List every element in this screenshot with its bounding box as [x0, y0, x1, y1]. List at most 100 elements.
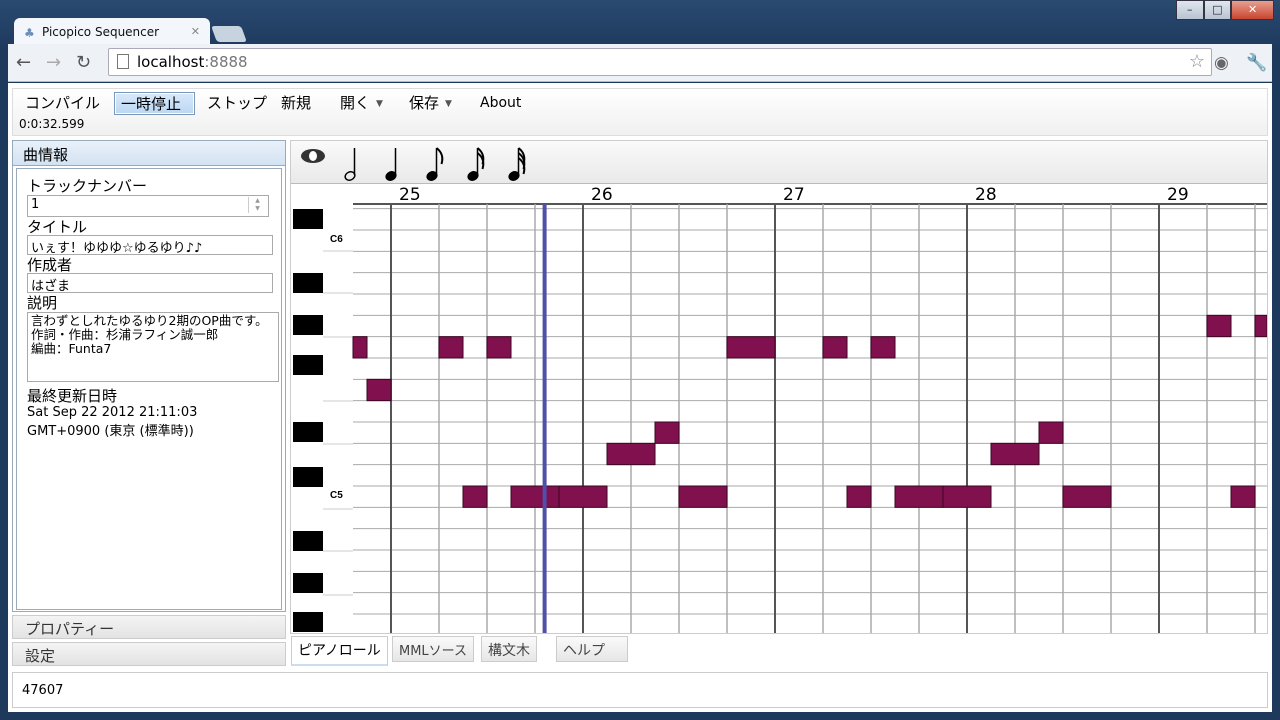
track-number-value: 1: [31, 197, 40, 212]
title-label: タイトル: [27, 218, 88, 236]
compile-button[interactable]: コンパイル: [25, 94, 101, 112]
song-info-form: トラックナンバー 1 ▲ ▼ タイトル いぇす！ゆゆゆ☆ゆるゆり♪♪ 作成者 はざま…: [16, 168, 282, 610]
note-G#5[interactable]: [1254, 314, 1267, 338]
piano-roll-panel: C6 C5 25 26 27 28 29: [290, 140, 1268, 634]
maximize-button[interactable]: □: [1203, 0, 1232, 20]
note-G5[interactable]: [438, 336, 464, 359]
author-field[interactable]: はざま: [27, 273, 273, 294]
note-G5[interactable]: [486, 336, 512, 359]
save-menu[interactable]: 保存 ▼: [403, 92, 458, 115]
keyboard: [293, 204, 353, 633]
note-C5[interactable]: [1062, 485, 1112, 508]
note-C5[interactable]: [942, 485, 992, 508]
black-key[interactable]: [293, 273, 323, 293]
black-key[interactable]: [293, 422, 323, 442]
track-number-label: トラックナンバー: [27, 177, 148, 195]
piano-roll[interactable]: C6 C5 25 26 27 28 29: [291, 184, 1267, 634]
status-bar: 47607: [12, 672, 1268, 708]
note-D#5[interactable]: [1038, 421, 1064, 444]
open-menu[interactable]: 開く ▼: [334, 92, 389, 115]
description-textarea[interactable]: 言わずとしれたゆるゆり2期のOP曲です。 作詞・作曲：杉浦ラフィン誠一郎 編曲：…: [27, 312, 279, 382]
stop-button[interactable]: ストップ: [207, 94, 268, 112]
window-controls: – □ ✕: [1176, 0, 1275, 20]
note-G5[interactable]: [726, 336, 776, 359]
track-number-field[interactable]: 1 ▲ ▼: [27, 195, 269, 217]
minimize-button[interactable]: –: [1176, 0, 1204, 20]
tab-title: Picopico Sequencer: [42, 25, 160, 39]
close-tab-icon[interactable]: ✕: [190, 25, 200, 38]
browser-toolbar: ← → ↻ localhost:8888 ☆ ◉ 🔧: [8, 44, 1272, 82]
half-note-icon[interactable]: [340, 145, 372, 183]
note-C5[interactable]: [462, 485, 488, 508]
playback-time: 0:0:32.599: [19, 117, 85, 131]
new-button[interactable]: 新規: [281, 94, 312, 112]
back-arrow-icon[interactable]: ←: [16, 52, 32, 73]
new-tab-button[interactable]: [211, 26, 247, 42]
properties-accordion[interactable]: プロパティー: [12, 615, 286, 639]
sixteenth-note-icon[interactable]: [463, 145, 495, 183]
song-info-header[interactable]: 曲情報: [13, 141, 285, 166]
note-length-toolbar: [291, 141, 1267, 184]
black-key[interactable]: [293, 315, 323, 335]
quarter-note-icon[interactable]: [381, 145, 413, 183]
close-window-button[interactable]: ✕: [1231, 0, 1275, 20]
chevron-down-icon: ▼: [376, 99, 383, 109]
key-label-C6: C6: [330, 234, 343, 245]
forward-arrow-icon[interactable]: →: [46, 52, 62, 73]
note-D#5[interactable]: [654, 421, 680, 444]
eighth-note-icon[interactable]: [422, 145, 454, 183]
spinner-arrows-icon[interactable]: ▲ ▼: [248, 197, 266, 213]
black-key[interactable]: [293, 612, 323, 632]
black-key[interactable]: [293, 573, 323, 593]
reload-icon[interactable]: ↻: [76, 52, 92, 73]
black-key[interactable]: [293, 467, 323, 487]
bar-number: 25: [399, 185, 421, 205]
note-C5[interactable]: [894, 485, 944, 508]
note-C5[interactable]: [678, 485, 728, 508]
browser-tab[interactable]: ♣ Picopico Sequencer ✕: [14, 18, 210, 48]
eye-icon[interactable]: ◉: [1214, 53, 1229, 73]
open-label: 開く: [340, 94, 371, 112]
address-bar[interactable]: localhost:8888 ☆: [108, 48, 1212, 76]
bar-number: 29: [1167, 185, 1189, 205]
tab-help[interactable]: ヘルプ: [556, 636, 628, 662]
thirty-second-note-icon[interactable]: [504, 145, 536, 183]
pause-button[interactable]: 一時停止: [114, 92, 195, 115]
note-G5[interactable]: [870, 336, 896, 359]
note-D5[interactable]: [606, 442, 656, 466]
page-icon: [117, 54, 129, 69]
window-titlebar: [0, 0, 1280, 48]
tab-syntax-tree[interactable]: 構文木: [481, 636, 537, 662]
about-button[interactable]: About: [480, 95, 522, 111]
favicon-icon: ♣: [24, 26, 35, 40]
updated-date: Sat Sep 22 2012 21:11:03: [27, 405, 198, 420]
black-key[interactable]: [293, 531, 323, 551]
wrench-icon[interactable]: 🔧: [1246, 53, 1268, 73]
note-G#5[interactable]: [1206, 314, 1232, 338]
star-icon[interactable]: ☆: [1188, 51, 1205, 72]
note-G5[interactable]: [352, 336, 368, 359]
bar-number: 27: [783, 185, 805, 205]
chevron-down-icon: ▼: [445, 99, 452, 109]
note-C5[interactable]: [510, 485, 560, 508]
note-F5[interactable]: [366, 378, 392, 402]
save-label: 保存: [409, 94, 440, 112]
whole-note-icon[interactable]: [299, 145, 331, 183]
app-menubar: コンパイル 一時停止 ストップ 新規 開く ▼ 保存 ▼ About 0:0:32.…: [12, 88, 1268, 136]
title-field[interactable]: いぇす！ゆゆゆ☆ゆるゆり♪♪: [27, 235, 273, 256]
tab-mml-source[interactable]: MMLソース: [392, 636, 475, 662]
playhead[interactable]: [542, 204, 547, 634]
author-label: 作成者: [27, 256, 73, 274]
note-C5[interactable]: [1230, 485, 1256, 508]
note-G5[interactable]: [822, 336, 848, 359]
key-label-C5: C5: [330, 490, 343, 501]
black-key[interactable]: [293, 209, 323, 229]
black-key[interactable]: [293, 355, 323, 375]
url-port: :8888: [204, 53, 248, 71]
settings-accordion[interactable]: 設定: [12, 642, 286, 666]
note-C5[interactable]: [846, 485, 872, 508]
description-label: 説明: [27, 294, 58, 312]
note-D5[interactable]: [990, 442, 1040, 466]
tab-piano-roll[interactable]: ピアノロール: [291, 636, 388, 666]
note-C5[interactable]: [558, 485, 608, 508]
